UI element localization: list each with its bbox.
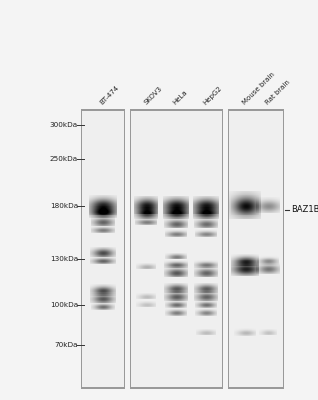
Text: HeLa: HeLa: [172, 89, 189, 106]
Text: BAZ1B: BAZ1B: [291, 206, 318, 214]
Text: 100kDa: 100kDa: [50, 302, 78, 308]
Text: SKOV3: SKOV3: [142, 86, 163, 106]
Text: BT-474: BT-474: [99, 85, 120, 106]
Text: 70kDa: 70kDa: [54, 342, 78, 348]
Text: Mouse brain: Mouse brain: [242, 72, 276, 106]
Text: 250kDa: 250kDa: [50, 156, 78, 162]
Text: 130kDa: 130kDa: [50, 256, 78, 262]
Text: 180kDa: 180kDa: [50, 203, 78, 209]
Text: 300kDa: 300kDa: [50, 122, 78, 128]
Text: HepG2: HepG2: [202, 85, 223, 106]
Text: Rat brain: Rat brain: [264, 79, 291, 106]
